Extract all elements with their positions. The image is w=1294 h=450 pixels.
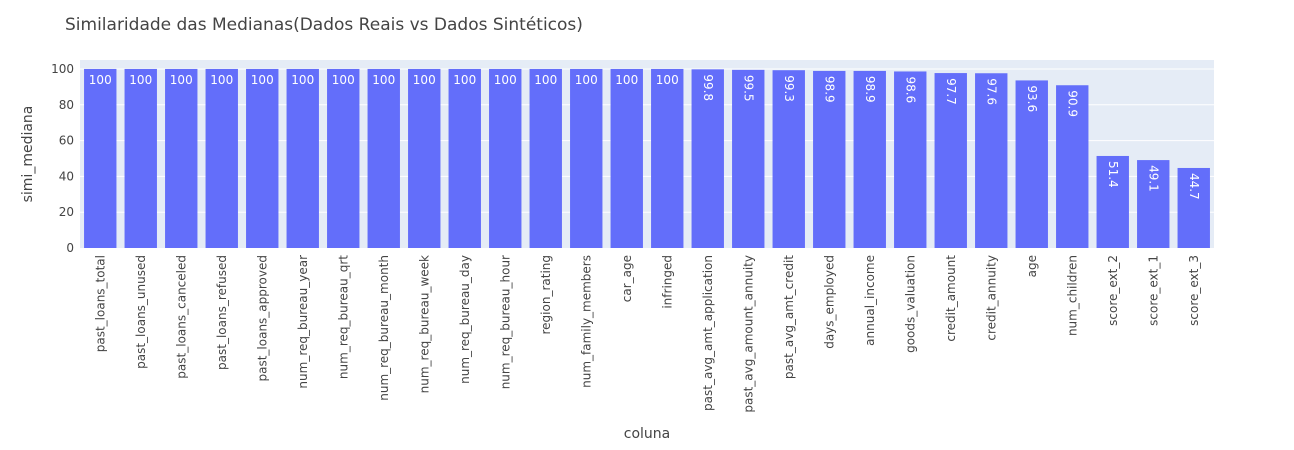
bar — [894, 71, 927, 248]
x-tick-label: past_loans_approved — [255, 255, 269, 382]
bar-value-label: 49.1 — [1146, 165, 1160, 192]
bar-value-label: 100 — [453, 73, 476, 87]
bar-value-label: 90.9 — [1065, 90, 1079, 117]
bars — [84, 68, 1210, 249]
x-tick-label: infringed — [660, 255, 674, 309]
bar — [246, 68, 279, 248]
bar — [367, 68, 400, 248]
bar — [1177, 167, 1210, 248]
bar — [408, 68, 441, 248]
x-tick-label: past_avg_amt_application — [701, 255, 715, 411]
bar-value-label: 100 — [534, 73, 557, 87]
x-tick-label: region_rating — [539, 255, 553, 335]
bar — [529, 68, 562, 248]
bar-value-label: 100 — [413, 73, 436, 87]
bar-value-label: 100 — [615, 73, 638, 87]
bar-value-label: 51.4 — [1106, 161, 1120, 188]
bar — [651, 68, 684, 248]
x-tick-label: past_loans_total — [93, 255, 107, 352]
bar — [1015, 80, 1048, 248]
y-tick-label: 60 — [59, 134, 74, 148]
x-tick-label: score_ext_2 — [1106, 255, 1120, 326]
y-tick-label: 20 — [59, 205, 74, 219]
x-tick-label: num_req_bureau_year — [296, 255, 310, 389]
bar — [205, 68, 238, 248]
y-axis-ticks: 0 20 40 60 80 100 — [51, 62, 74, 255]
bar-value-label: 97.6 — [984, 78, 998, 105]
bar-value-label: 93.6 — [1025, 85, 1039, 112]
x-tick-label: num_req_bureau_hour — [498, 255, 512, 389]
x-tick-label: age — [1025, 255, 1039, 277]
bar-value-label: 100 — [332, 73, 355, 87]
x-tick-label: car_age — [620, 255, 634, 302]
x-tick-label: num_req_bureau_week — [417, 255, 431, 393]
y-tick-label: 0 — [66, 241, 74, 255]
y-tick-label: 100 — [51, 62, 74, 76]
x-tick-label: num_children — [1065, 255, 1079, 336]
x-tick-label: num_req_bureau_month — [377, 255, 391, 401]
y-tick-label: 40 — [59, 169, 74, 183]
x-tick-label: past_loans_refused — [215, 255, 229, 370]
x-axis-ticks: past_loans_total past_loans_unused past_lo… — [93, 255, 1201, 413]
x-axis-title: coluna — [624, 426, 670, 442]
x-tick-label: num_family_members — [579, 255, 593, 388]
bar — [610, 68, 643, 248]
x-tick-label: score_ext_3 — [1187, 255, 1201, 326]
bar-value-label: 100 — [170, 73, 193, 87]
x-tick-label: goods_valuation — [903, 255, 917, 353]
x-tick-label: days_employed — [822, 255, 836, 349]
bar-value-label: 97.7 — [944, 78, 958, 105]
bar-value-label: 98.9 — [822, 76, 836, 103]
bar-value-label: 98.6 — [903, 76, 917, 103]
bar-value-label: 99.3 — [782, 75, 796, 102]
x-tick-label: num_req_bureau_day — [458, 255, 472, 384]
x-tick-label: annual_income — [863, 255, 877, 346]
bar — [1056, 85, 1089, 248]
bar — [84, 68, 117, 248]
bar-value-label: 100 — [494, 73, 517, 87]
bar — [853, 70, 886, 248]
bar — [165, 68, 198, 248]
bar-value-label: 98.9 — [863, 76, 877, 103]
bar-value-label: 100 — [210, 73, 233, 87]
bar — [489, 68, 522, 248]
bar — [975, 73, 1008, 248]
bar-value-label: 100 — [129, 73, 152, 87]
bar-value-label: 100 — [575, 73, 598, 87]
bar — [570, 68, 603, 248]
bar-value-label: 100 — [656, 73, 679, 87]
bar — [1137, 160, 1170, 248]
bar-value-label: 44.7 — [1187, 173, 1201, 200]
bar-value-label: 99.5 — [741, 75, 755, 102]
bar — [448, 68, 481, 248]
bar — [813, 70, 846, 248]
x-tick-label: num_req_bureau_qrt — [336, 255, 350, 379]
bar-value-label: 100 — [89, 73, 112, 87]
x-tick-label: score_ext_1 — [1146, 255, 1160, 326]
bar — [691, 69, 724, 248]
bar — [1096, 155, 1129, 248]
chart-title: Similaridade das Medianas(Dados Reais vs… — [65, 15, 583, 35]
bar-value-label: 100 — [291, 73, 314, 87]
x-tick-label: past_avg_amt_credit — [782, 255, 796, 379]
x-tick-label: past_loans_unused — [134, 255, 148, 369]
x-tick-label: past_loans_canceled — [174, 255, 188, 379]
bar — [124, 68, 157, 248]
bar-value-label: 100 — [372, 73, 395, 87]
bar-value-label: 100 — [251, 73, 274, 87]
bar — [327, 68, 360, 248]
bar-labels: 100 100 100 100 100 100 100 100 100 100 100 100 100 1… — [89, 73, 1201, 200]
x-tick-label: credit_annuity — [984, 255, 998, 341]
x-tick-label: credit_amount — [944, 255, 958, 342]
bar — [286, 68, 319, 248]
y-axis-title: simi_mediana — [20, 106, 36, 203]
bar — [772, 70, 805, 248]
bar — [732, 69, 765, 248]
y-tick-label: 80 — [59, 98, 74, 112]
x-tick-label: past_avg_amount_annuity — [741, 255, 755, 413]
bar-value-label: 99.8 — [701, 74, 715, 101]
bar — [934, 73, 967, 249]
